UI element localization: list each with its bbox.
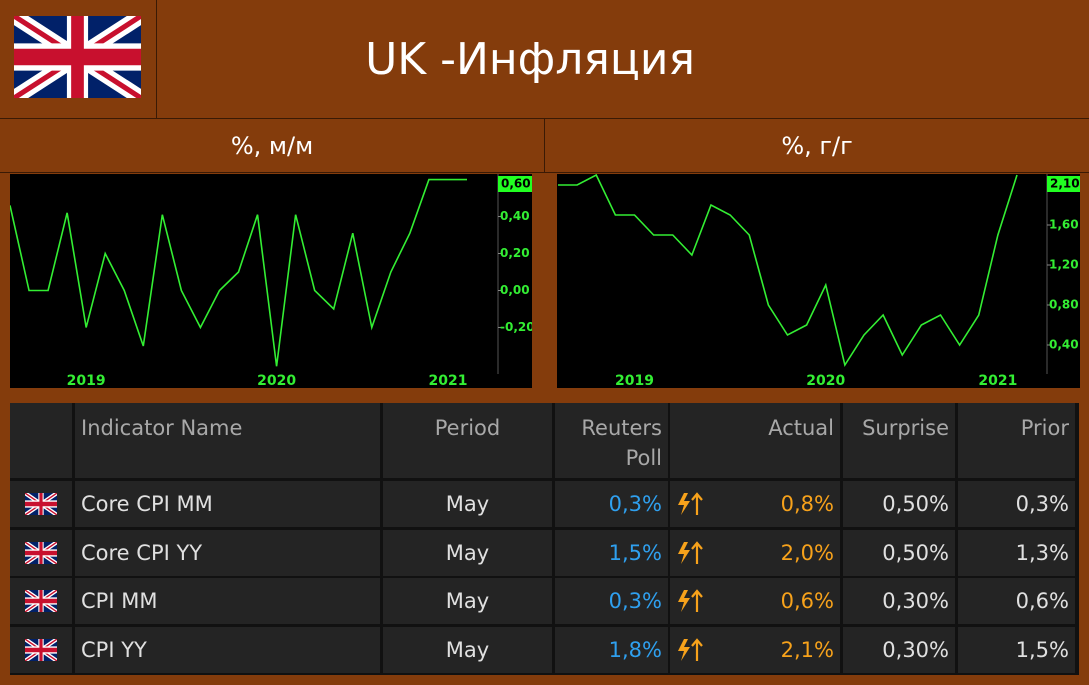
x-tick-label: 2020 (257, 373, 296, 388)
column-header: Period (383, 403, 552, 478)
uk-flag (25, 590, 57, 612)
table: Indicator Name Period Reuters Poll Actual Su… (10, 403, 1079, 675)
series-line (558, 174, 1018, 368)
table-cell: 1,5% (555, 529, 668, 576)
chart-title: %, г/г (781, 131, 853, 160)
table-cell: 1,3% (958, 529, 1075, 576)
divider (544, 119, 545, 172)
table-cell: 0,50% (843, 529, 955, 576)
chart-yy: 0,40 0,80 1,20 1,60 2019 2020 2021 2,10 (557, 174, 1080, 388)
y-tick-label: -0,20 (500, 320, 532, 334)
table-cell: May (383, 626, 552, 673)
table-cell: 0,50% (843, 481, 955, 527)
surprise-icon (678, 589, 703, 612)
table-cell: May (383, 481, 552, 527)
table-cell: Core CPI YY (75, 529, 380, 576)
table-cell: 0,3% (555, 481, 668, 527)
table-cell: 0,6% (958, 578, 1075, 624)
table-cell: CPI MM (75, 578, 380, 624)
last-value-label: 2,10 (1050, 177, 1080, 191)
chart-title: %, м/м (230, 131, 314, 160)
column-header: Indicator Name (75, 403, 380, 478)
column-header: Prior (958, 403, 1075, 478)
last-value-box (498, 176, 532, 192)
x-tick-label: 2021 (978, 373, 1017, 388)
flag-cell (10, 481, 72, 527)
table-cell: 0,8% (670, 481, 840, 527)
page-title: UK -Инфляция (365, 33, 695, 85)
table-cell: 0,30% (843, 626, 955, 673)
y-tick-label: 0,40 (500, 209, 530, 223)
column-header: Surprise (843, 403, 955, 478)
table-cell: CPI YY (75, 626, 380, 673)
y-tick-label: 1,20 (1049, 258, 1079, 272)
table-cell: 0,3% (958, 481, 1075, 527)
flag-cell (10, 529, 72, 576)
header-text: Reuters Poll (581, 416, 662, 470)
table-cell: May (383, 578, 552, 624)
surprise-icon (678, 492, 703, 515)
table-cell: 0,30% (843, 578, 955, 624)
y-tick-label: 0,00 (500, 283, 530, 297)
column-header: Reuters Poll (555, 403, 668, 478)
x-tick-label: 2021 (428, 373, 467, 388)
last-value-box (1047, 176, 1080, 192)
table-cell: 0,6% (670, 578, 840, 624)
y-tick-label: 0,40 (1049, 338, 1079, 352)
table-cell: Core CPI MM (75, 481, 380, 527)
divider (0, 118, 1089, 119)
table-cell: 0,3% (555, 578, 668, 624)
column-header: Actual (670, 403, 840, 478)
table-cell: 2,1% (670, 626, 840, 673)
y-tick-label: 0,80 (1049, 298, 1079, 312)
divider (0, 172, 1089, 173)
x-tick-label: 2019 (615, 373, 654, 388)
header-flag-cell (10, 403, 72, 478)
table-cell: 1,5% (958, 626, 1075, 673)
divider (156, 0, 157, 118)
x-tick-label: 2019 (67, 373, 106, 388)
chart-mm: -0,20 0,00 0,20 0,40 2019 2020 2021 0,60 (10, 174, 532, 388)
table-cell: May (383, 529, 552, 576)
uk-flag (14, 16, 141, 98)
uk-flag (25, 541, 57, 564)
flag-cell (10, 578, 72, 624)
flag-cell (10, 626, 72, 673)
last-value-label: 0,60 (501, 177, 531, 191)
surprise-icon (678, 540, 703, 564)
y-tick-label: 0,20 (500, 246, 530, 260)
series-line (10, 178, 467, 367)
uk-flag (25, 493, 57, 515)
x-tick-label: 2020 (806, 373, 845, 388)
surprise-icon (678, 637, 703, 661)
uk-flag (25, 638, 57, 661)
table-cell: 2,0% (670, 529, 840, 576)
y-tick-label: 1,60 (1049, 218, 1079, 232)
table-cell: 1,8% (555, 626, 668, 673)
